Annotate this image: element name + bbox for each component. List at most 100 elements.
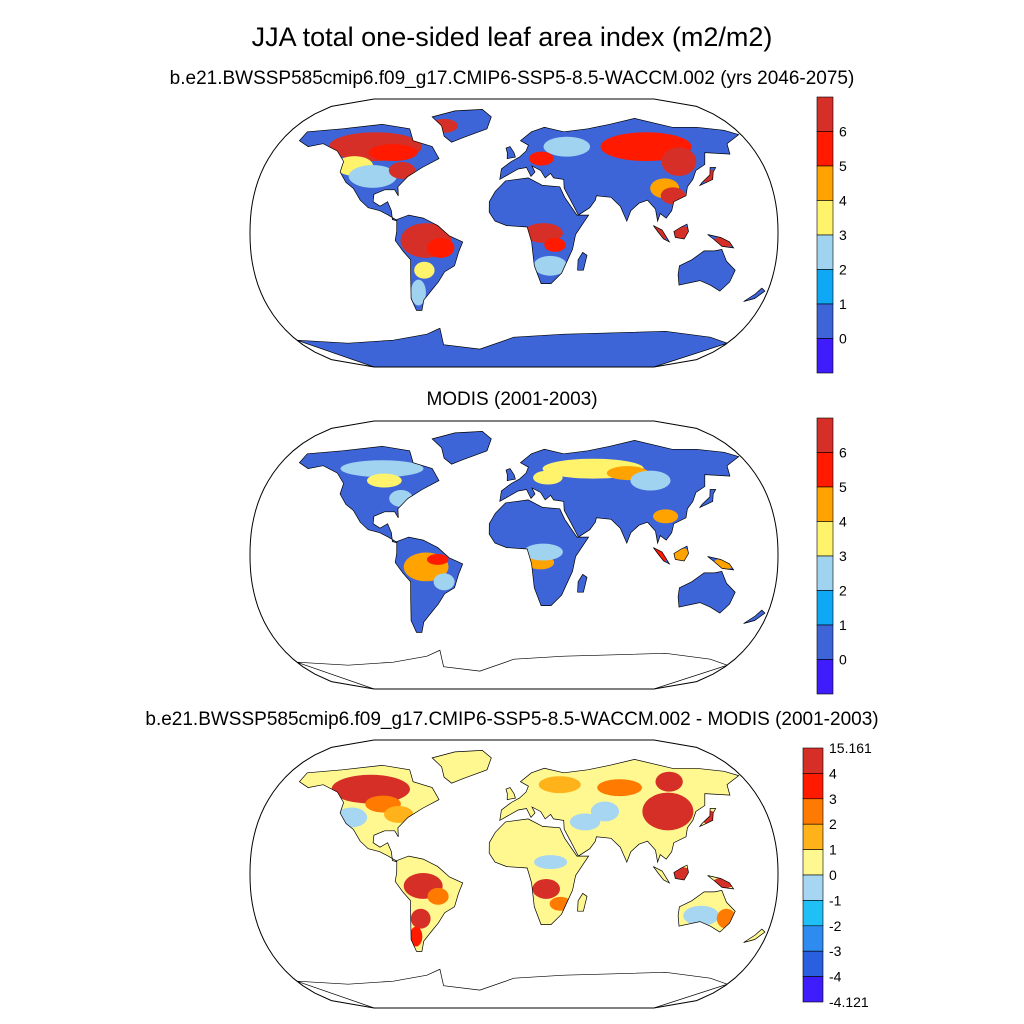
map-zone <box>348 165 397 188</box>
map-zone <box>523 543 563 561</box>
colorbar-swatch <box>802 849 824 876</box>
colorbar-swatch <box>802 823 824 850</box>
map-zone <box>388 162 416 179</box>
colorbar-label: -3 <box>829 943 842 959</box>
colorbar-label: -2 <box>829 918 842 934</box>
colorbar-label: 0 <box>839 652 847 668</box>
map-zone <box>597 779 642 797</box>
coastline <box>499 440 740 545</box>
coastline <box>505 146 516 160</box>
colorbar-svg: 15.161 4 3 2 1 0 -1 -2 -3 -4 -4.121 <box>802 740 872 1010</box>
coastline <box>431 750 492 784</box>
coastline <box>577 251 588 271</box>
colorbar-swatch <box>802 747 824 774</box>
colorbar-label: 4 <box>829 765 837 781</box>
land-uk <box>506 787 516 800</box>
colorbar-label: -1 <box>829 892 842 908</box>
colorbar-label: 3 <box>839 227 847 243</box>
coastline <box>698 167 717 187</box>
map-zone <box>366 473 402 488</box>
coastline <box>673 864 689 881</box>
land-greenland <box>432 750 492 784</box>
land-antarctica <box>296 650 728 689</box>
coastline <box>488 499 590 606</box>
map-zone <box>590 801 620 822</box>
land-antarctica <box>296 969 728 1008</box>
map-zone <box>683 905 720 926</box>
panel-2-title: MODIS (2001-2003) <box>426 389 598 410</box>
map-zone <box>630 470 671 491</box>
coastline <box>653 547 671 565</box>
colorbar-label: 2 <box>839 262 847 278</box>
panel-3-map <box>248 738 780 1010</box>
panel-1-map <box>248 97 780 369</box>
colorbar-swatch <box>802 976 824 1003</box>
panel-2-colorbar: 6 5 4 3 2 1 0 <box>816 417 893 714</box>
coastline <box>431 109 492 143</box>
coastline <box>577 892 588 912</box>
map-zone <box>661 147 697 176</box>
land-australia <box>678 249 736 292</box>
coastline <box>677 889 736 933</box>
colorbar-label: -4.121 <box>829 994 869 1010</box>
map-zone <box>549 896 572 911</box>
map-zone <box>523 223 563 243</box>
colorbar-label: 3 <box>829 791 837 807</box>
land-samerica <box>395 856 463 952</box>
colorbar-swatch <box>802 798 824 825</box>
panel-2-map <box>248 419 780 691</box>
land-australia <box>678 571 736 614</box>
map-zone <box>534 855 568 870</box>
map-border <box>249 739 779 1009</box>
map-zone <box>538 776 581 794</box>
map-zone <box>433 573 455 591</box>
coastline <box>499 759 740 864</box>
map-zone <box>533 255 568 276</box>
colorbar-label: 1 <box>839 296 847 312</box>
colorbar-swatch <box>816 338 834 374</box>
map-zone <box>653 509 679 524</box>
colorbar-swatch <box>816 96 834 132</box>
map-zone <box>543 136 591 157</box>
colorbar-label: 1 <box>839 617 847 633</box>
colorbar-swatch <box>816 269 834 305</box>
map-svg <box>249 98 779 368</box>
coastline <box>431 431 492 465</box>
colorbar-label: 4 <box>839 193 847 209</box>
map-zone <box>673 867 689 880</box>
figure-title: JJA total one-sided leaf area index (m2/… <box>251 22 773 52</box>
coastline <box>673 223 689 240</box>
panel-3-colorbar: 15.161 4 3 2 1 0 -1 -2 -3 -4 -4.121 <box>802 740 883 1022</box>
coastline <box>298 764 440 863</box>
land-uk <box>506 146 516 159</box>
map-zone <box>410 279 426 306</box>
colorbar-label: 3 <box>839 548 847 564</box>
colorbar-swatch <box>816 521 834 557</box>
colorbar-swatch <box>816 486 834 522</box>
map-zone <box>544 237 566 252</box>
map-zone <box>712 236 734 248</box>
coastline <box>677 570 736 614</box>
map-zone <box>569 813 601 831</box>
map-zone <box>642 792 694 831</box>
colorbar-label: 5 <box>839 479 847 495</box>
land-antarctica <box>296 328 728 367</box>
map-zone <box>426 554 449 565</box>
colorbar-label: 6 <box>839 445 847 461</box>
colorbar-svg: 6 5 4 3 2 1 0 <box>816 417 847 695</box>
map-zone <box>673 548 689 561</box>
coastline <box>296 968 729 1008</box>
colorbar-label: 2 <box>829 816 837 832</box>
map-zone <box>533 470 563 485</box>
colorbar-label: 1 <box>829 842 837 858</box>
colorbar-label: 5 <box>839 158 847 174</box>
panel-1-title: b.e21.BWSSP585cmip6.f09_g17.CMIP6-SSP5-8… <box>169 68 855 89</box>
colorbar-label: 15.161 <box>829 740 872 756</box>
colorbar-swatch <box>816 303 834 339</box>
coastline <box>488 177 590 284</box>
colorbar-label: 0 <box>829 867 837 883</box>
colorbar-svg: 6 5 4 3 2 1 0 <box>816 96 847 374</box>
land-greenland <box>432 109 492 143</box>
map-zone <box>712 877 734 889</box>
coastline <box>673 545 689 562</box>
